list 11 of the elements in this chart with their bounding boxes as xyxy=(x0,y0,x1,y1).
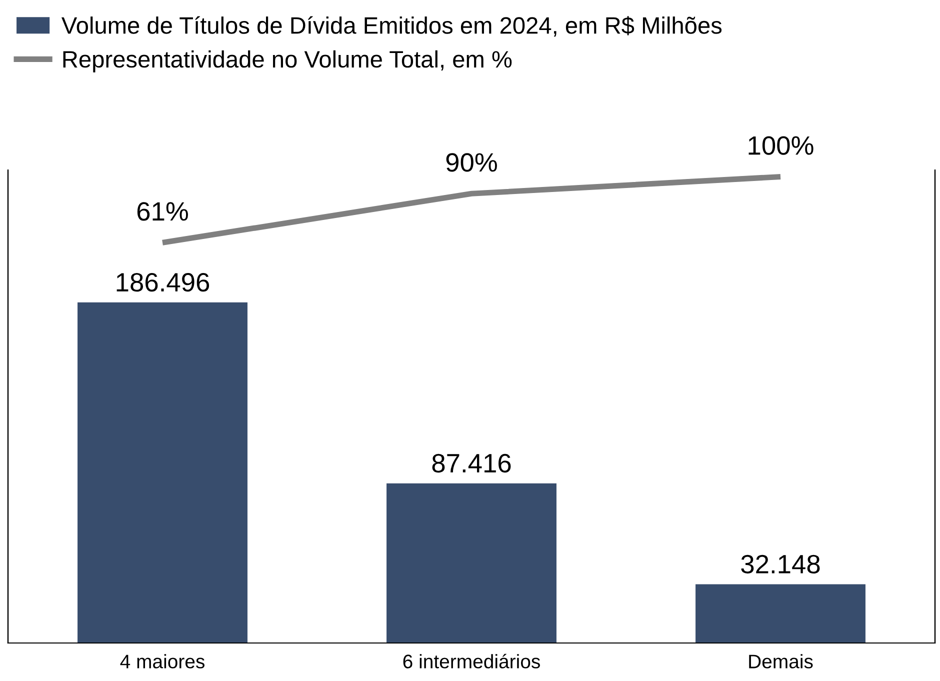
data-label: 61% xyxy=(137,202,188,221)
legend-label: Representatividade no Volume Total, em % xyxy=(63,50,512,72)
x-tick-label: 6 intermediários xyxy=(403,654,540,668)
data-label: 32.148 xyxy=(741,554,820,574)
data-label: 186.496 xyxy=(116,272,210,292)
legend-label: Volume de Títulos de Dívida Emitidos em 2024, em R$ Milhões xyxy=(61,16,722,37)
data-label: 87.416 xyxy=(432,454,511,473)
x-tick-label: 4 maiores xyxy=(120,654,204,668)
x-tick-label: Demais xyxy=(749,654,813,668)
data-label: 100% xyxy=(748,136,814,155)
data-label: 90% xyxy=(446,153,497,172)
